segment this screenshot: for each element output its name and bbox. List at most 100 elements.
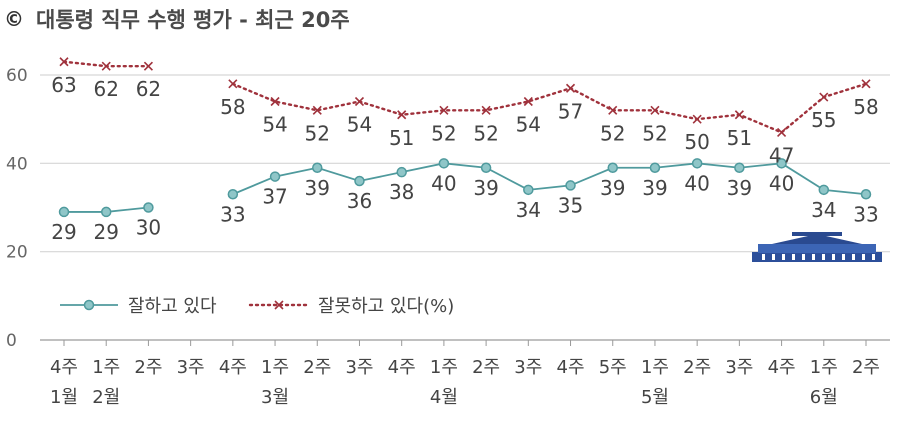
series-disapprove-line xyxy=(231,82,868,134)
disapprove-data-label: 51 xyxy=(727,126,752,150)
disapprove-point xyxy=(861,79,871,89)
month-label: 2월 xyxy=(92,387,120,408)
x-tick-label: 4주 xyxy=(557,357,585,378)
data-labels: 29 29 30 33 37 39 36 38 40 39 34 35 39 39 40 39 40 34 33 63… xyxy=(51,73,878,244)
x-tick-label: 2주 xyxy=(683,357,711,378)
approve-data-label: 37 xyxy=(262,185,287,209)
y-tick-label: 20 xyxy=(6,243,28,263)
disapprove-point xyxy=(819,92,829,102)
disapprove-data-label: 50 xyxy=(684,130,709,154)
approve-point xyxy=(523,184,534,196)
approve-point xyxy=(860,189,872,200)
x-tick-label: 2주 xyxy=(852,357,880,378)
approve-data-label: 39 xyxy=(600,176,625,200)
approve-data-label: 39 xyxy=(642,176,667,200)
legend: 잘하고 있다 잘못하고 있다(%) xyxy=(60,296,454,317)
x-tick-label: 1주 xyxy=(261,357,289,378)
approve-data-label: 34 xyxy=(516,198,541,222)
disapprove-data-label: 52 xyxy=(305,121,330,145)
x-tick-label: 4주 xyxy=(768,357,796,378)
disapprove-point xyxy=(143,61,153,71)
disapprove-point xyxy=(270,96,280,107)
approve-point xyxy=(734,162,745,173)
copyright-icon: © xyxy=(4,7,24,31)
x-tick-label: 3주 xyxy=(514,357,542,378)
series-approve-line xyxy=(232,162,867,196)
approve-point xyxy=(480,162,492,173)
approve-data-label: 34 xyxy=(811,198,836,222)
month-label: 4월 xyxy=(430,387,458,408)
approve-point xyxy=(269,171,281,182)
disapprove-point xyxy=(101,61,111,71)
y-tick-label: 60 xyxy=(6,66,28,86)
disapprove-point xyxy=(650,105,660,115)
month-label: 6월 xyxy=(810,387,838,408)
y-axis: 0 20 40 60 xyxy=(6,66,28,351)
chart-title: 대통령 직무 수행 평가 - 최근 20주 xyxy=(36,8,350,32)
disapprove-data-label: 52 xyxy=(600,121,625,145)
disapprove-data-label: 62 xyxy=(93,77,118,101)
disapprove-data-label: 52 xyxy=(473,121,498,145)
disapprove-point xyxy=(354,96,365,107)
y-tick-label: 40 xyxy=(6,154,28,174)
approve-data-label: 39 xyxy=(727,176,752,200)
disapprove-data-label: 47 xyxy=(769,143,794,167)
disapprove-point xyxy=(312,105,322,115)
approve-data-label: 38 xyxy=(389,180,414,204)
approve-data-label: 40 xyxy=(431,171,456,195)
x-tick-label: 5주 xyxy=(599,357,627,378)
approve-data-label: 40 xyxy=(684,171,709,195)
x-tick-label: 2주 xyxy=(303,357,331,378)
x-tick-label: 4주 xyxy=(388,357,416,378)
approve-point xyxy=(396,166,407,178)
approve-data-label: 40 xyxy=(769,171,794,195)
x-tick-label: 1주 xyxy=(92,357,120,378)
x-tick-label: 1주 xyxy=(430,357,458,378)
approve-data-label: 33 xyxy=(220,202,245,226)
approve-point xyxy=(565,180,576,191)
disapprove-point xyxy=(734,110,744,120)
x-tick-label: 3주 xyxy=(725,357,753,378)
approve-point xyxy=(691,158,703,169)
approve-data-label: 39 xyxy=(473,176,498,200)
approve-point xyxy=(607,162,618,173)
approve-point xyxy=(312,162,323,173)
approve-data-label: 29 xyxy=(51,220,76,244)
legend-disapprove-label: 잘못하고 있다(%) xyxy=(318,296,454,317)
disapprove-data-label: 58 xyxy=(220,95,245,119)
disapprove-point xyxy=(692,114,702,124)
x-tick-label: 2주 xyxy=(472,357,500,378)
y-tick-label: 0 xyxy=(6,331,17,351)
disapprove-data-label: 58 xyxy=(853,95,878,119)
disapprove-data-label: 62 xyxy=(136,77,161,101)
approve-data-label: 29 xyxy=(93,220,118,244)
gridlines xyxy=(40,74,890,341)
approve-data-label: 30 xyxy=(136,216,161,240)
disapprove-data-label: 54 xyxy=(516,113,541,137)
approve-point xyxy=(58,206,70,218)
disapprove-data-label: 63 xyxy=(51,73,76,97)
month-label: 3월 xyxy=(261,387,289,408)
disapprove-data-label: 55 xyxy=(811,108,836,132)
disapprove-point xyxy=(523,96,533,107)
x-tick-label: 3주 xyxy=(177,357,205,378)
legend-approve-marker xyxy=(83,299,95,311)
month-label: 1월 xyxy=(50,387,78,408)
approve-data-label: 35 xyxy=(558,193,583,217)
month-label: 5월 xyxy=(641,387,669,408)
disapprove-data-label: 52 xyxy=(431,121,456,145)
approve-point xyxy=(100,206,112,218)
approve-point xyxy=(143,202,154,213)
disapprove-point xyxy=(228,79,238,89)
x-tick-label: 1주 xyxy=(641,357,669,378)
approve-point xyxy=(438,158,450,169)
legend-approve-label: 잘하고 있다 xyxy=(128,296,217,317)
disapprove-point xyxy=(439,105,449,115)
disapprove-point xyxy=(59,57,69,67)
disapprove-point xyxy=(608,105,618,115)
disapprove-data-label: 52 xyxy=(642,121,667,145)
legend-disapprove-marker xyxy=(274,300,284,310)
disapprove-point xyxy=(481,105,491,115)
blue-house-icon xyxy=(752,232,882,262)
